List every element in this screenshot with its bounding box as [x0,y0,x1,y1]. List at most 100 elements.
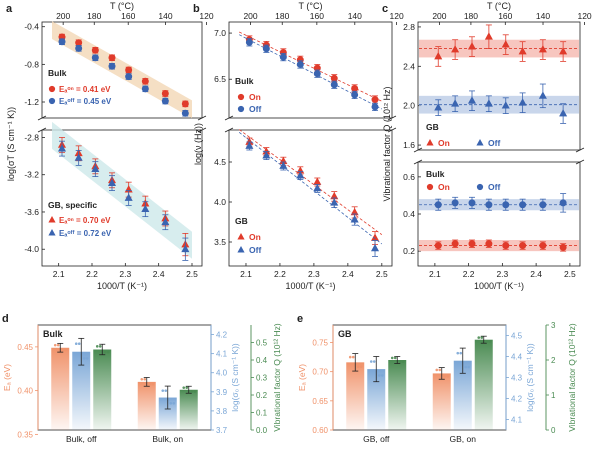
plot-frame-upper [228,21,393,119]
replicate-dot [351,355,355,359]
x-tick-label: 2.4 [342,269,354,279]
x-tick-label: 2.3 [496,269,508,279]
data-point [141,77,149,85]
legend-entry: Eₐᵒⁿ = 0.70 eV [59,216,111,225]
data-point [434,103,443,111]
data-point [519,242,527,250]
y-tick-label: 3 [551,321,556,330]
data-point [108,54,116,62]
y-tick-label: -2.8 [24,132,39,142]
replicate-dot [61,348,65,352]
data-point [330,81,338,89]
x-axis-label: 1000/T (K⁻¹) [97,281,147,291]
y-tick-label: 4.0 [216,369,228,378]
y-tick-label: 4.2 [216,331,228,340]
legend-entry: Off [249,245,261,255]
y-tick-label: 0.75 [312,339,328,348]
data-point [91,164,100,172]
data-point [91,54,99,62]
bar [432,373,451,430]
data-point [108,62,116,70]
y-axis-label: log(σT (S cm⁻¹ K)) [6,107,16,181]
y-tick-label: 4.1 [216,350,228,359]
y-tick-label: 1.6 [403,140,415,150]
replicate-dot [77,342,81,346]
replicate-dot [380,374,384,377]
replicate-dot [143,377,147,381]
y-tick-label: 3.9 [216,388,228,397]
y-axis-label: log(σ₀ (S cm⁻¹ K)) [525,343,535,412]
data-point [434,201,442,209]
replicate-dot [459,351,463,355]
legend-entry: Off [249,104,261,114]
data-point [501,101,510,109]
panel-title: Bulk [43,329,63,339]
axis-break-mark [37,115,47,121]
bar [388,360,407,430]
data-point [451,45,460,53]
legend-marker [48,97,56,105]
data-point [538,45,547,53]
data-point [502,201,510,209]
data-point [371,96,379,104]
x-tick-label: 2.2 [86,269,98,279]
replicate-dot [372,360,376,363]
data-point [161,97,169,105]
bar [137,381,156,430]
axis-break-mark [224,127,234,133]
replicate-dot [106,350,110,354]
replicate-dot [164,389,168,392]
data-point [538,91,547,99]
y-tick-label: 0.3 [256,374,268,383]
x-tick-label: 2.5 [376,269,388,279]
y-tick-label: 2.4 [403,61,415,71]
y-tick-label: 0.35 [17,430,33,439]
axis-break-mark [575,147,585,153]
data-point [74,153,83,161]
top-tick-label: 120 [577,11,591,21]
bar [179,389,198,430]
replicate-dot [464,365,468,369]
data-point [468,240,476,248]
legend-group-label: Bulk [426,169,445,179]
panel-label: e [297,313,303,325]
plot-frame-lower [228,129,393,267]
plot-frame-upper [41,21,203,119]
top-tick-label: 140 [348,11,362,21]
replicate-dot [390,356,394,360]
y-axis-label: Eₐ (eV) [297,364,307,391]
top-axis-label: T (°C) [487,1,511,11]
plot-frame-upper [417,21,581,151]
x-tick-label: 2.3 [308,269,320,279]
replicate-dot [435,368,439,372]
y-tick-label: -1.2 [24,97,39,107]
x-tick-label: 2.5 [186,269,198,279]
y-tick-label: 0 [551,426,556,435]
y-axis-label: log(ν (Hz)) [193,123,203,165]
y-tick-label: 4.4 [511,353,523,362]
bar [158,397,177,430]
data-point [296,60,304,68]
axis-break-mark [413,147,423,153]
y-tick-label: 3.5 [214,237,226,247]
data-point [107,178,117,186]
data-point [370,243,380,252]
data-point [91,46,99,54]
data-point [351,91,359,99]
x-tick-label: GB, on [450,434,477,444]
y-axis-label: log(σ₀ (S cm⁻¹ K)) [230,343,240,412]
y-tick-label: 2.8 [403,22,415,32]
replicate-dot [443,375,447,378]
data-point [485,240,493,248]
data-point [559,109,568,117]
data-point [434,242,442,250]
legend-marker [426,183,434,191]
top-axis-label: T (°C) [299,1,323,11]
legend-group-label: Bulk [235,76,254,86]
data-point [330,198,339,206]
replicate-dot [488,340,492,343]
y-tick-label: -0.4 [24,22,39,32]
y-tick-label: 4.0 [214,197,226,207]
y-tick-label: 6.5 [214,74,226,84]
legend-group-label: GB, specific [48,200,97,210]
